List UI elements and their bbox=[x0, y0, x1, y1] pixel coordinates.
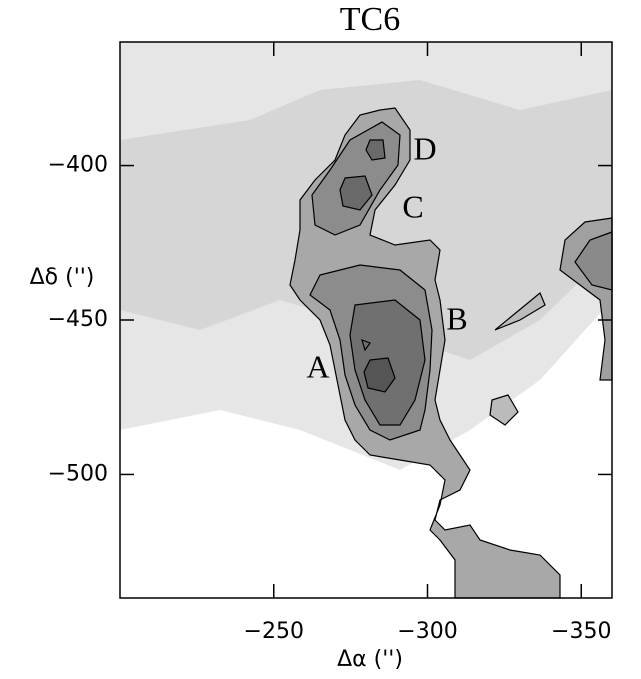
contour-level-1 bbox=[494, 292, 546, 331]
x-tick-label: −300 bbox=[397, 619, 457, 644]
contour-level-3 bbox=[339, 175, 373, 211]
x-axis-label: Δα ('') bbox=[337, 647, 403, 672]
y-tick-label: −400 bbox=[48, 153, 108, 178]
intensity-map bbox=[120, 42, 613, 599]
contour-level-4 bbox=[363, 357, 396, 393]
region-label: C bbox=[402, 188, 423, 224]
contour-level-4 bbox=[361, 339, 371, 352]
region-label: A bbox=[306, 348, 329, 384]
contour-level-3 bbox=[365, 139, 386, 161]
region-label: B bbox=[446, 300, 467, 336]
y-tick-label: −500 bbox=[48, 461, 108, 486]
x-tick-label: −250 bbox=[244, 619, 304, 644]
y-tick-label: −450 bbox=[48, 307, 108, 332]
chart-title: TC6 bbox=[340, 1, 400, 38]
x-tick-label: −350 bbox=[551, 619, 611, 644]
y-axis-label: Δδ ('') bbox=[30, 265, 95, 290]
contour-level-1 bbox=[489, 394, 519, 426]
region-label: D bbox=[413, 130, 436, 166]
